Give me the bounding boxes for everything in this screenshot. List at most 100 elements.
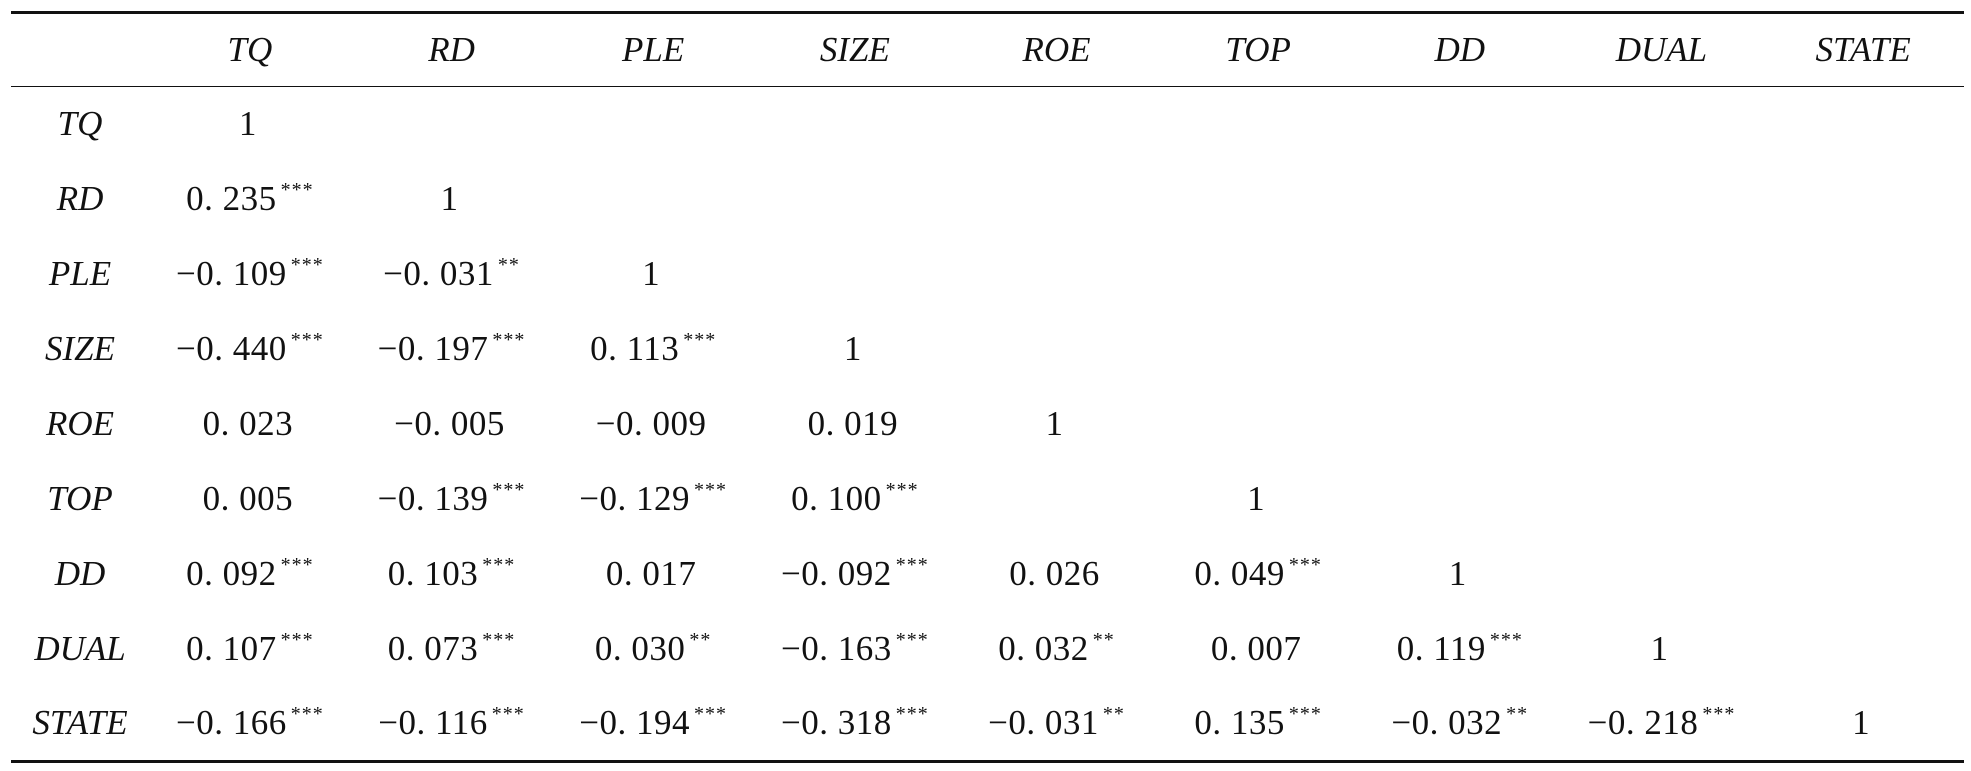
table-cell: [1561, 462, 1763, 537]
table-cell: −0. 031 **: [956, 687, 1158, 762]
table-cell: 0. 119 ***: [1359, 612, 1561, 687]
cell-value: 0. 005: [202, 479, 294, 518]
table-cell: [1561, 312, 1763, 387]
table-body: TQ 1 RD 0. 235 *** 1 PLE −0. 109 *** −0. 031 ** 1 SI…: [11, 87, 1964, 762]
row-label: DUAL: [34, 629, 126, 668]
header-corner: [11, 13, 149, 87]
table-row: DD 0. 092 *** 0. 103 *** 0. 017 −0. 092 *** 0. 0…: [11, 537, 1964, 612]
significance-stars: ***: [1489, 629, 1523, 651]
table-cell: −0. 109 ***: [149, 237, 351, 312]
table-cell: 1: [1762, 687, 1964, 762]
cell-value: −0. 005: [394, 404, 505, 443]
table-cell: [1762, 387, 1964, 462]
table-cell: 0. 235 ***: [149, 162, 351, 237]
table-cell: −0. 194 ***: [552, 687, 754, 762]
cell-value: 1: [1448, 554, 1467, 593]
header-dual: DUAL: [1615, 30, 1708, 69]
cell-value: −0. 139: [377, 479, 489, 518]
significance-stars: ***: [895, 554, 929, 576]
table-cell: 1: [956, 387, 1158, 462]
significance-stars: ***: [895, 703, 929, 726]
table-cell: [1359, 87, 1561, 162]
table-row: DUAL 0. 107 *** 0. 073 *** 0. 030 ** −0. 163 ***…: [11, 612, 1964, 687]
header-size: SIZE: [819, 30, 890, 69]
cell-value: −0. 032: [1391, 703, 1503, 743]
table-cell: 0. 049 ***: [1157, 537, 1359, 612]
cell-value: 1: [440, 179, 459, 218]
table-cell: [1561, 237, 1763, 312]
table-cell: [956, 237, 1158, 312]
table-cell: −0. 032 **: [1359, 687, 1561, 762]
cell-value: −0. 109: [175, 254, 287, 293]
row-label: TQ: [57, 104, 103, 144]
row-label: SIZE: [45, 329, 116, 368]
header-dd: DD: [1434, 30, 1486, 69]
cell-value: 0. 235: [186, 179, 277, 218]
cell-value: 0. 026: [1009, 554, 1100, 593]
cell-value: 1: [1045, 404, 1064, 443]
cell-value: −0. 116: [378, 703, 488, 743]
table-cell: [1561, 87, 1763, 162]
table-cell: −0. 440 ***: [149, 312, 351, 387]
table-cell: [552, 162, 754, 237]
row-label: STATE: [32, 703, 128, 743]
table-row: TOP 0. 005 −0. 139 *** −0. 129 *** 0. 100 *** 1: [11, 462, 1964, 537]
table-cell: [754, 237, 956, 312]
table-cell: [1762, 87, 1964, 162]
table-cell: −0. 218 ***: [1561, 687, 1763, 762]
table-cell: −0. 318 ***: [754, 687, 956, 762]
row-label: PLE: [48, 254, 112, 293]
table-cell: [1157, 387, 1359, 462]
significance-stars: ***: [1288, 703, 1322, 726]
significance-stars: ***: [482, 554, 516, 576]
table-cell: [1359, 462, 1561, 537]
cell-value: 0. 107: [186, 629, 277, 668]
header-rd: RD: [428, 30, 475, 69]
row-label: TOP: [47, 479, 113, 518]
table-cell: [1359, 237, 1561, 312]
header-ple: PLE: [622, 30, 685, 69]
table-cell: [1359, 162, 1561, 237]
cell-value: −0. 092: [780, 554, 892, 593]
significance-stars: **: [497, 254, 520, 276]
cell-value: −0. 440: [175, 329, 287, 368]
significance-stars: ***: [491, 703, 525, 726]
cell-value: 1: [1247, 479, 1266, 518]
row-label: ROE: [45, 404, 115, 443]
table-cell: [1561, 162, 1763, 237]
table-cell: [754, 162, 956, 237]
table-cell: 0. 100 ***: [754, 462, 956, 537]
table-cell: −0. 163 ***: [754, 612, 956, 687]
significance-stars: ***: [280, 629, 314, 651]
cell-value: 0. 135: [1194, 703, 1285, 743]
table-cell: [1359, 387, 1561, 462]
cell-value: 0. 017: [605, 554, 697, 593]
table-cell: −0. 129 ***: [552, 462, 754, 537]
table-cell: 1: [351, 162, 553, 237]
header-row: TQ RD PLE SIZE ROE TOP DD DUAL STATE: [11, 12, 1964, 87]
cell-value: 1: [843, 329, 862, 368]
table-cell: −0. 166 ***: [149, 687, 351, 762]
cell-value: 1: [642, 254, 661, 293]
cell-value: 0. 073: [387, 629, 479, 668]
cell-value: 0. 119: [1396, 629, 1486, 668]
table-cell: 1: [552, 237, 754, 312]
row-label: RD: [56, 179, 104, 218]
table-cell: [754, 87, 956, 162]
cell-value: 0. 113: [590, 329, 680, 368]
table-cell: 1: [754, 312, 956, 387]
cell-value: −0. 318: [780, 703, 892, 743]
table-cell: −0. 005: [351, 387, 553, 462]
table-row: RD 0. 235 *** 1: [11, 162, 1964, 237]
cell-value: −0. 197: [377, 329, 489, 368]
significance-stars: ***: [290, 703, 324, 726]
header-roe: ROE: [1022, 30, 1091, 69]
significance-stars: ***: [482, 629, 516, 651]
cell-value: 0. 049: [1194, 554, 1285, 593]
significance-stars: ***: [1288, 554, 1322, 576]
table-cell: 0. 023: [149, 387, 351, 462]
cell-value: 0. 023: [202, 404, 294, 443]
significance-stars: ***: [885, 479, 919, 501]
cell-value: 0. 092: [186, 554, 277, 593]
significance-stars: **: [1102, 703, 1125, 726]
